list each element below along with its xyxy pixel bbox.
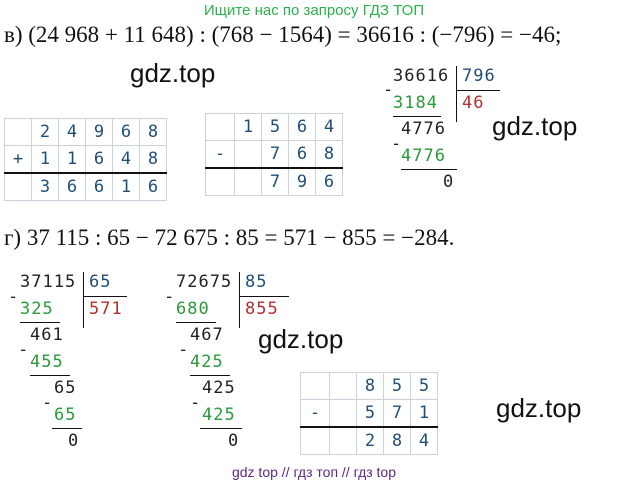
minus-sign: - <box>164 287 176 307</box>
equation-g: г) 37 115 : 65 − 72 675 : 85 = 571 − 855… <box>4 225 455 250</box>
remainder: 461 <box>30 325 64 345</box>
watermark: gdz.top <box>130 58 216 88</box>
remainder: 0 <box>443 172 455 192</box>
watermark: gdz.top <box>258 324 344 354</box>
subtraction-table-2: 8 5 5 - 5 7 1 2 8 4 <box>300 372 438 455</box>
divisor: 85 <box>245 272 268 292</box>
subtrahend: 65 <box>54 405 77 425</box>
subtrahend: 680 <box>176 299 210 319</box>
equation-v: в) (24 968 + 11 648) : (768 − 1564) = 36… <box>4 22 562 47</box>
division-bar <box>239 272 240 328</box>
underline <box>401 169 457 170</box>
remainder: 467 <box>190 325 224 345</box>
subtrahend: 455 <box>30 352 64 372</box>
underline <box>176 322 216 323</box>
remainder: 4776 <box>401 119 446 139</box>
dividend: 37115 <box>20 272 77 292</box>
minus-sign: - <box>18 340 30 360</box>
subtraction-table-1: 1 5 6 4 - 7 6 8 7 9 6 <box>205 113 343 196</box>
banner: Ищите нас по запросу ГДЗ ТОП <box>203 2 425 19</box>
minus-sign: - <box>178 340 190 360</box>
underline <box>200 428 242 429</box>
minus-sign: - <box>205 140 235 169</box>
minus-sign: - <box>391 134 403 154</box>
division-bar <box>83 272 84 328</box>
minus-sign: - <box>8 287 20 307</box>
minus-sign: - <box>300 399 330 428</box>
minus-sign: - <box>42 393 54 413</box>
quotient: 855 <box>245 299 279 319</box>
addition-table: 2 4 9 6 8 + 1 1 6 4 8 3 6 6 1 6 <box>4 118 167 201</box>
dividend: 72675 <box>176 272 233 292</box>
underline <box>190 375 230 376</box>
watermark: gdz.top <box>492 111 578 141</box>
divisor-line <box>456 90 500 91</box>
watermark: gdz.top <box>496 393 582 423</box>
subtrahend: 425 <box>190 352 224 372</box>
remainder: 0 <box>228 431 240 451</box>
divisor-line <box>239 296 289 297</box>
subtrahend: 425 <box>202 405 236 425</box>
divisor-line <box>83 296 127 297</box>
divisor: 65 <box>89 272 112 292</box>
underline <box>52 428 82 429</box>
minus-sign: - <box>383 80 395 100</box>
remainder: 425 <box>202 378 236 398</box>
divisor: 796 <box>462 66 496 86</box>
subtrahend: 325 <box>20 299 54 319</box>
division-bar <box>456 66 457 122</box>
underline <box>393 116 441 117</box>
minus-sign: - <box>190 393 202 413</box>
quotient: 46 <box>462 93 485 113</box>
quotient: 571 <box>89 299 123 319</box>
remainder: 65 <box>54 378 77 398</box>
subtrahend: 4776 <box>401 146 446 166</box>
footer: gdz top // гдз топ // гдз top <box>231 464 397 480</box>
underline <box>20 322 60 323</box>
plus-sign: + <box>4 145 32 174</box>
subtrahend: 3184 <box>393 93 438 113</box>
dividend: 36616 <box>393 66 450 86</box>
underline <box>30 375 70 376</box>
remainder: 0 <box>68 431 80 451</box>
